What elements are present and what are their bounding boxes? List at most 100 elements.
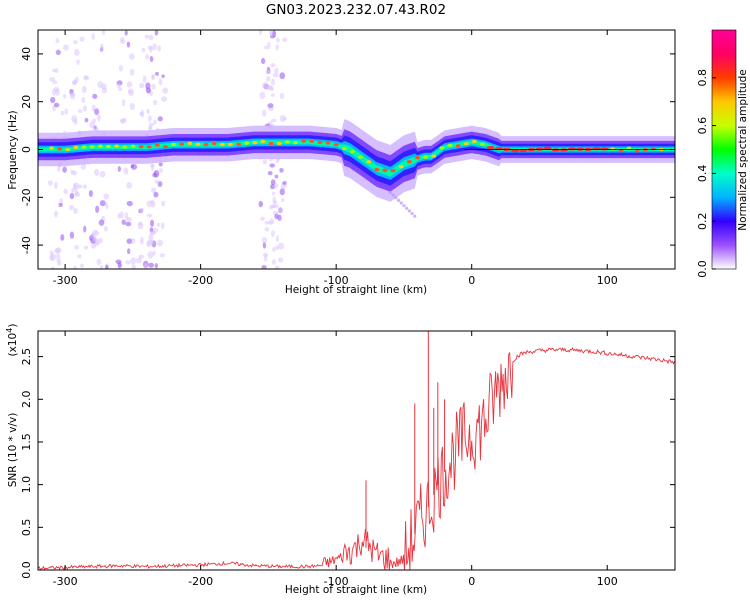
spectrogram-speckle: [123, 167, 129, 175]
spectrogram-speckle: [74, 48, 80, 57]
spectrogram-speckle: [51, 88, 57, 96]
spectrogram-x-tick-label: 0: [468, 274, 475, 287]
spectrogram-hotspot: [374, 167, 380, 172]
spectrogram-speckle: [147, 115, 152, 122]
spectrogram-hotspot: [130, 144, 136, 148]
spectrogram-speckle: [64, 108, 69, 115]
spectrogram-speckle: [270, 204, 277, 209]
spectrogram-speckle: [267, 171, 273, 176]
spectrogram-speckle: [271, 191, 276, 196]
spectrogram-hotspot: [260, 139, 266, 144]
spectrogram-y-tick-label: 40: [20, 47, 33, 61]
spectrogram-speckle: [146, 108, 150, 114]
spectrogram-speckle: [126, 81, 133, 88]
snr-y-tick-label: 1.5: [20, 433, 33, 451]
spectrogram-speckle: [271, 259, 277, 265]
spectrogram-speckle: [70, 92, 76, 100]
spectrogram-speckle: [125, 260, 131, 265]
spectrogram-speckle: [160, 222, 165, 229]
snr-x-tick-label: -100: [324, 575, 349, 588]
spectrogram-speckle: [63, 44, 69, 51]
spectrogram-speckle: [262, 252, 269, 258]
spectrogram-hotspot: [472, 139, 477, 144]
spectrogram-speckle: [262, 81, 269, 90]
spectrogram-hotspot: [244, 141, 250, 145]
spectrogram-speckle: [95, 238, 101, 245]
spectrogram-marks: [38, 30, 675, 269]
spectrogram-speckle: [269, 163, 275, 168]
spectrogram-speckle: [73, 182, 80, 190]
spectrogram-speckle: [148, 34, 154, 41]
spectrogram-speckle: [69, 204, 74, 211]
spectrogram-hotspot: [398, 165, 404, 169]
spectrogram-speckle: [120, 37, 125, 42]
snr-multiplier: (x104): [5, 324, 19, 357]
spectrogram-speckle: [117, 261, 122, 269]
snr-series-line: [38, 346, 675, 570]
snr-y-tick-label: 0.5: [20, 519, 33, 537]
spectrogram-speckle: [269, 30, 273, 36]
spectrogram-speckle: [131, 163, 138, 170]
spectrogram-speckle: [117, 166, 121, 172]
spectrogram-speckle: [93, 229, 98, 235]
spectrogram-speckle: [69, 192, 75, 200]
spectrogram-speckle: [49, 77, 56, 82]
spectrogram-hotspot: [406, 160, 412, 164]
spectrogram-speckle: [282, 181, 287, 185]
spectrogram-speckle: [152, 250, 156, 256]
spectrogram-speckle: [139, 236, 144, 245]
spectrogram-hotspot: [219, 143, 225, 147]
spectrogram-speckle: [154, 263, 158, 269]
spectrogram-x-tick-label: -200: [188, 274, 213, 287]
spectrogram-hotspot: [333, 143, 339, 147]
spectrogram-speckle: [270, 93, 275, 97]
spectrogram-speckle: [260, 57, 266, 65]
spectrogram-tail: [413, 214, 417, 218]
spectrogram-speckle: [94, 168, 100, 177]
spectrogram-hotspot: [366, 160, 372, 164]
spectrogram-hotspot: [325, 141, 331, 145]
spectrogram-speckle: [275, 235, 280, 243]
spectrogram-speckle: [161, 200, 166, 207]
spectrogram-speckle: [149, 56, 154, 62]
spectrogram-y-tick-label: 20: [20, 95, 33, 109]
spectrogram-speckle: [146, 213, 153, 218]
spectrogram-speckle: [279, 72, 286, 80]
spectrogram-hotspot: [268, 141, 274, 146]
spectrogram-speckle: [95, 205, 100, 213]
spectrogram-hotspot: [535, 147, 544, 151]
spectrogram-speckle: [158, 78, 163, 86]
spectrogram-speckle: [278, 206, 283, 214]
spectrogram-speckle: [120, 119, 124, 123]
spectrogram-speckle: [116, 83, 122, 89]
spectrogram-hotspot: [154, 143, 160, 147]
spectrogram-x-axis-title: Height of straight line (km): [285, 284, 427, 296]
spectrogram-hotspot: [439, 146, 445, 150]
spectrogram-hotspot: [195, 142, 201, 146]
spectrogram-speckle: [56, 253, 61, 260]
spectrogram-speckle: [60, 110, 65, 116]
spectrogram-hotspot: [203, 143, 209, 147]
spectrogram-tail: [391, 193, 395, 197]
spectrogram-speckle: [153, 119, 157, 125]
spectrogram-speckle: [278, 242, 285, 250]
spectrogram-speckle: [148, 262, 154, 268]
spectrogram-hotspot: [486, 145, 495, 150]
spectrogram-hotspot: [309, 139, 315, 143]
spectrogram-hotspot: [114, 144, 120, 148]
spectrogram-hotspot: [415, 156, 420, 160]
spectrogram-speckle: [83, 75, 90, 81]
spectrogram-hotspot: [211, 141, 217, 146]
snr-x-tick-label: -200: [188, 575, 213, 588]
spectrogram-speckle: [270, 184, 276, 190]
chart-title: GN03.2023.232.07.43.R02: [266, 2, 446, 18]
spectrogram-speckle: [159, 253, 166, 258]
snr-frame: [37, 330, 676, 571]
spectrogram-speckle: [144, 263, 148, 269]
spectrogram-hotspot: [284, 140, 290, 144]
spectrogram-speckle: [264, 227, 270, 232]
spectrogram-speckle: [84, 117, 89, 123]
spectrogram-speckle: [69, 231, 75, 239]
spectrogram-speckle: [151, 83, 156, 90]
